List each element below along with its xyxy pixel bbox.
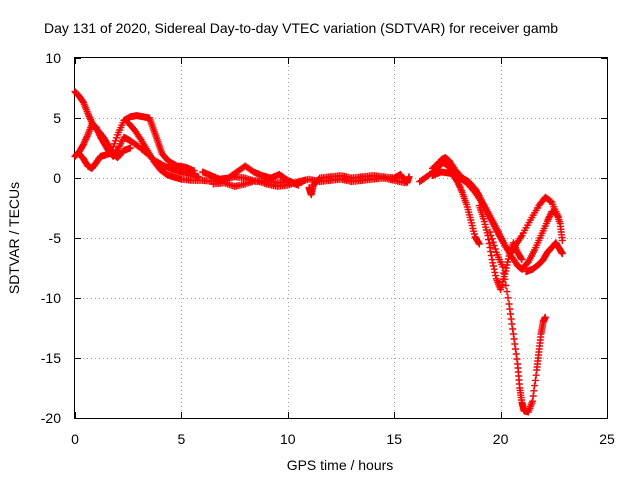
x-tick-labels: 0 5 10 15 20 25 [71, 431, 615, 447]
y-tick-label: 10 [45, 50, 61, 66]
y-tick-label: -20 [41, 410, 61, 426]
series-arc-11 [475, 202, 526, 294]
data-point-markers [486, 228, 549, 416]
series-arc-3 [75, 112, 198, 175]
x-tick-label: 15 [386, 431, 402, 447]
x-tick-label: 20 [493, 431, 509, 447]
y-tick-label: -5 [49, 230, 62, 246]
axis-ticks [75, 58, 608, 419]
series-arc-7 [305, 170, 413, 199]
y-tick-label: -10 [41, 290, 61, 306]
y-tick-labels: 10 5 0 -5 -10 -15 -20 [41, 50, 61, 426]
data-point-markers [305, 170, 413, 199]
x-tick-label: 5 [178, 431, 186, 447]
data-point-markers [522, 239, 566, 276]
series-arc-12 [486, 228, 549, 416]
x-tick-label: 10 [280, 431, 296, 447]
x-tick-label: 0 [71, 431, 79, 447]
chart-title: Day 131 of 2020, Sidereal Day-to-day VTE… [44, 20, 558, 36]
data-points [71, 88, 566, 416]
series-arc-13 [522, 239, 566, 276]
y-tick-label: 5 [53, 110, 61, 126]
y-axis-label: SDTVAR / TECUs [6, 182, 22, 294]
data-point-markers [475, 202, 526, 294]
x-axis-label: GPS time / hours [287, 457, 394, 473]
y-tick-label: 0 [53, 170, 61, 186]
y-tick-label: -15 [41, 350, 61, 366]
data-point-markers [75, 112, 198, 175]
plot-frame [74, 57, 608, 419]
grid-lines [75, 58, 607, 418]
series-arc-2 [71, 120, 202, 181]
x-tick-label: 25 [599, 431, 615, 447]
data-point-markers [71, 120, 202, 181]
